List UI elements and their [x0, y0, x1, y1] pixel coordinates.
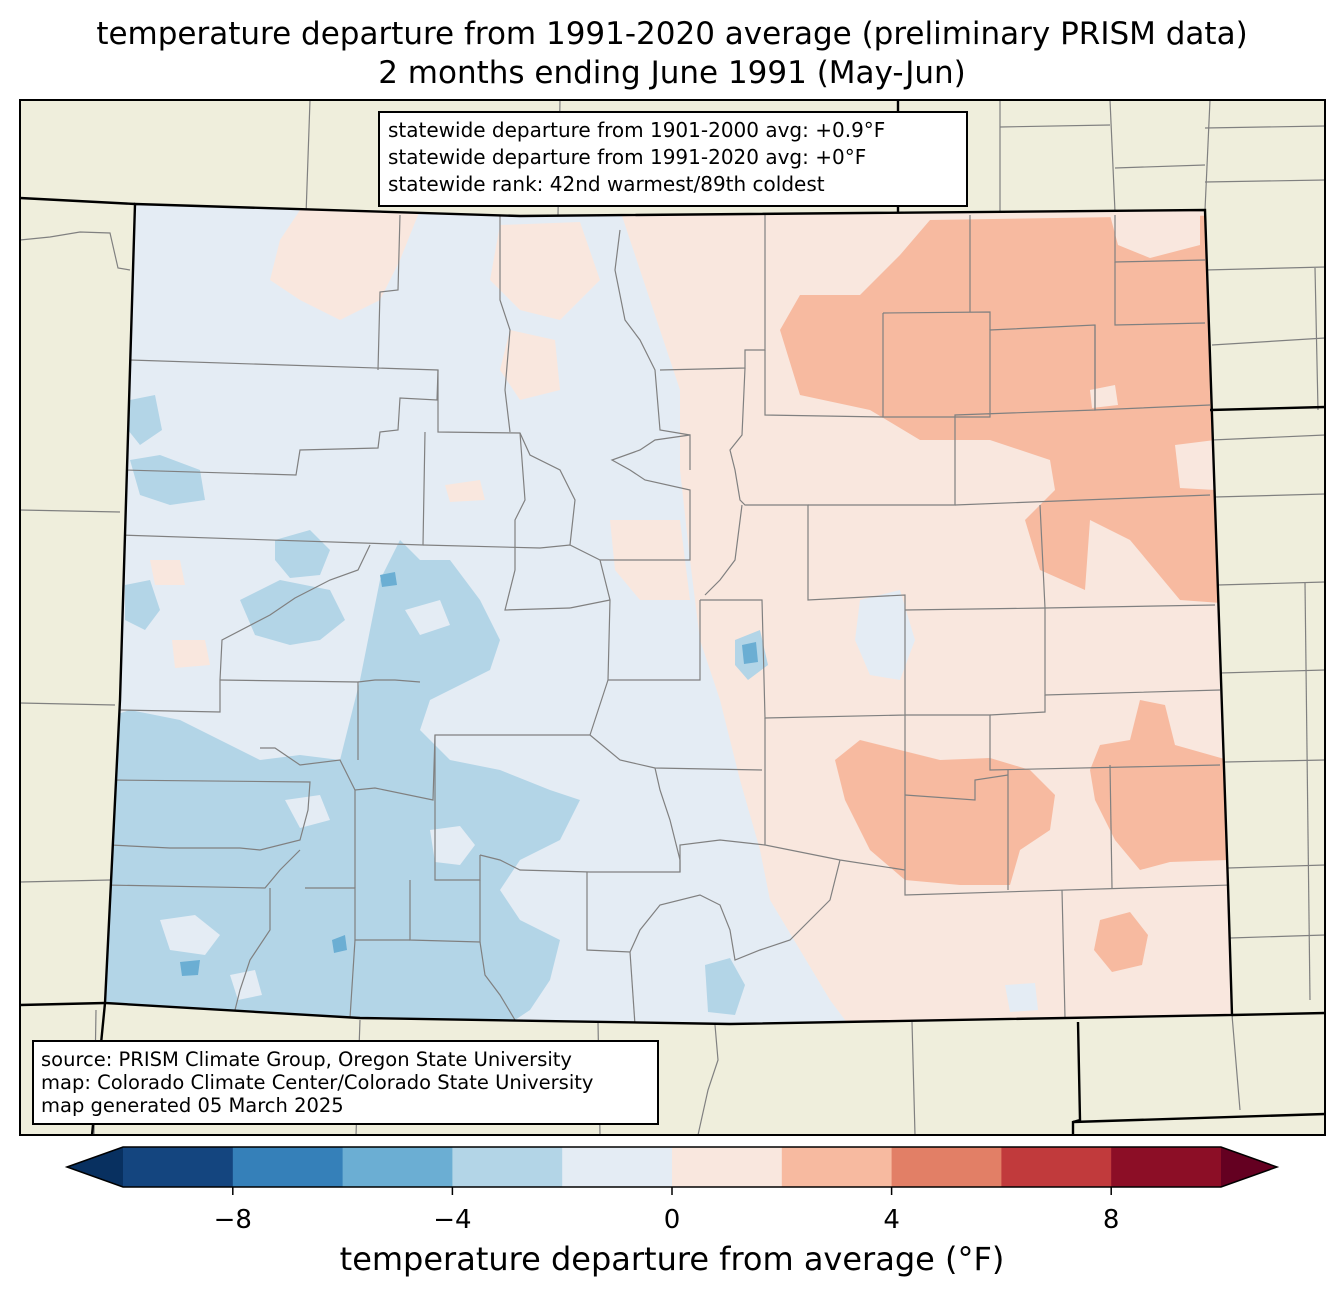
colorbar-segment [891, 1147, 1002, 1187]
colorbar-segment [672, 1147, 783, 1187]
colorbar-tick-label: −4 [433, 1205, 472, 1235]
colorbar-segment [1111, 1147, 1222, 1187]
colorado-border [103, 202, 1234, 1026]
stat-rank: statewide rank: 42nd warmest/89th coldes… [388, 172, 825, 196]
colorbar-tick-label: −8 [213, 1205, 252, 1235]
colorbar-segment [123, 1147, 234, 1187]
statewide-stats-box: statewide departure from 1901-2000 avg: … [378, 111, 968, 207]
map-frame-border [19, 99, 1326, 1136]
map-subtitle: 2 months ending June 1991 (May-Jun) [378, 55, 966, 91]
colorbar [64, 1146, 1280, 1195]
colorbar-extend-low [67, 1147, 123, 1187]
map-credit-line: map: Colorado Climate Center/Colorado St… [41, 1071, 594, 1094]
colorbar-segment [781, 1147, 893, 1187]
map-title: temperature departure from 1991-2020 ave… [96, 16, 1248, 52]
colorbar-segment [342, 1147, 453, 1187]
colorbar-segment [232, 1147, 344, 1187]
colorbar-segment [1001, 1147, 1112, 1187]
source-box: source: PRISM Climate Group, Oregon Stat… [32, 1040, 659, 1125]
colorbar-extend-high [1221, 1147, 1277, 1187]
colorbar-tick-label: 0 [663, 1205, 681, 1235]
generated-date-line: map generated 05 March 2025 [41, 1094, 344, 1117]
county-lines [105, 214, 1231, 1024]
colorbar-tick-label: 4 [883, 1205, 900, 1235]
colorbar-outline [64, 1146, 1280, 1188]
colorbar-segment [562, 1147, 673, 1187]
stat-departure-1991-2020: statewide departure from 1991-2020 avg: … [388, 145, 867, 169]
colorbar-label: temperature departure from average (°F) [339, 1240, 1005, 1278]
source-line: source: PRISM Climate Group, Oregon Stat… [41, 1048, 572, 1071]
stat-departure-1901-2000: statewide departure from 1901-2000 avg: … [388, 118, 886, 142]
temperature-field [105, 204, 1232, 1024]
colorbar-segment [452, 1147, 563, 1187]
colorbar-tick-label: 8 [1102, 1205, 1120, 1235]
